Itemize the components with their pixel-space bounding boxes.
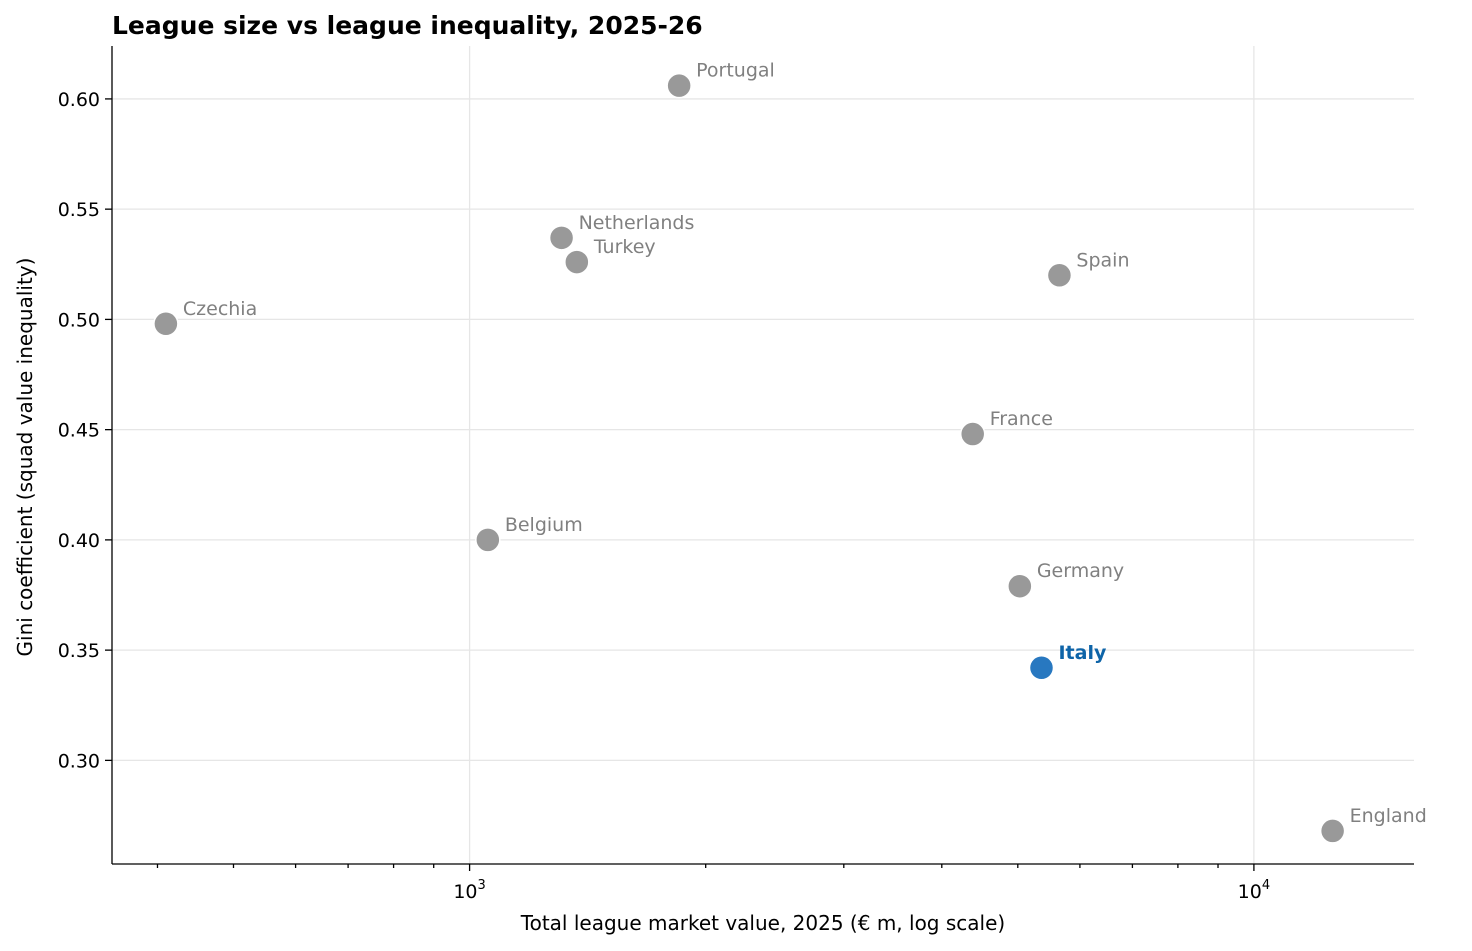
point-label-france: France xyxy=(990,408,1053,430)
point-label-turkey: Turkey xyxy=(593,236,656,258)
grid-lines xyxy=(112,46,1414,864)
data-point-netherlands xyxy=(548,225,575,251)
point-label-england: England xyxy=(1350,805,1427,827)
x-tick-label: 103 xyxy=(453,878,485,903)
point-label-netherlands: Netherlands xyxy=(579,212,695,234)
y-tick-label: 0.60 xyxy=(58,89,100,111)
y-tick-label: 0.50 xyxy=(58,309,100,331)
x-tick-label: 104 xyxy=(1238,878,1270,903)
y-tick-label: 0.40 xyxy=(58,530,100,552)
axes xyxy=(111,46,1414,865)
y-tick-label: 0.45 xyxy=(58,420,100,442)
data-point-czechia xyxy=(153,311,179,337)
y-axis-label: Gini coefficient (squad value inequality… xyxy=(13,258,37,657)
data-point-germany xyxy=(1007,573,1033,599)
x-axis-label: Total league market value, 2025 (€ m, lo… xyxy=(520,911,1005,935)
data-point-turkey xyxy=(564,249,590,275)
data-point-france xyxy=(959,421,986,447)
ticks: 0.30 0.35 0.40 0.45 0.50 0.55 0.60 103 104 xyxy=(58,89,1270,903)
chart-title: League size vs league inequality, 2025-2… xyxy=(112,11,703,40)
point-label-italy: Italy xyxy=(1058,642,1106,664)
point-label-belgium: Belgium xyxy=(505,514,583,536)
data-point-portugal xyxy=(666,72,692,99)
data-point-italy xyxy=(1028,655,1055,681)
point-label-portugal: Portugal xyxy=(696,60,775,82)
data-points xyxy=(153,72,1346,844)
point-label-czechia: Czechia xyxy=(183,298,257,320)
data-point-belgium xyxy=(475,527,501,553)
y-tick-label: 0.55 xyxy=(58,199,100,221)
y-tick-label: 0.30 xyxy=(58,750,100,772)
point-label-spain: Spain xyxy=(1076,249,1129,271)
y-tick-label: 0.35 xyxy=(58,640,100,662)
data-point-spain xyxy=(1046,262,1073,289)
data-point-england xyxy=(1319,818,1346,844)
point-label-germany: Germany xyxy=(1037,560,1124,582)
